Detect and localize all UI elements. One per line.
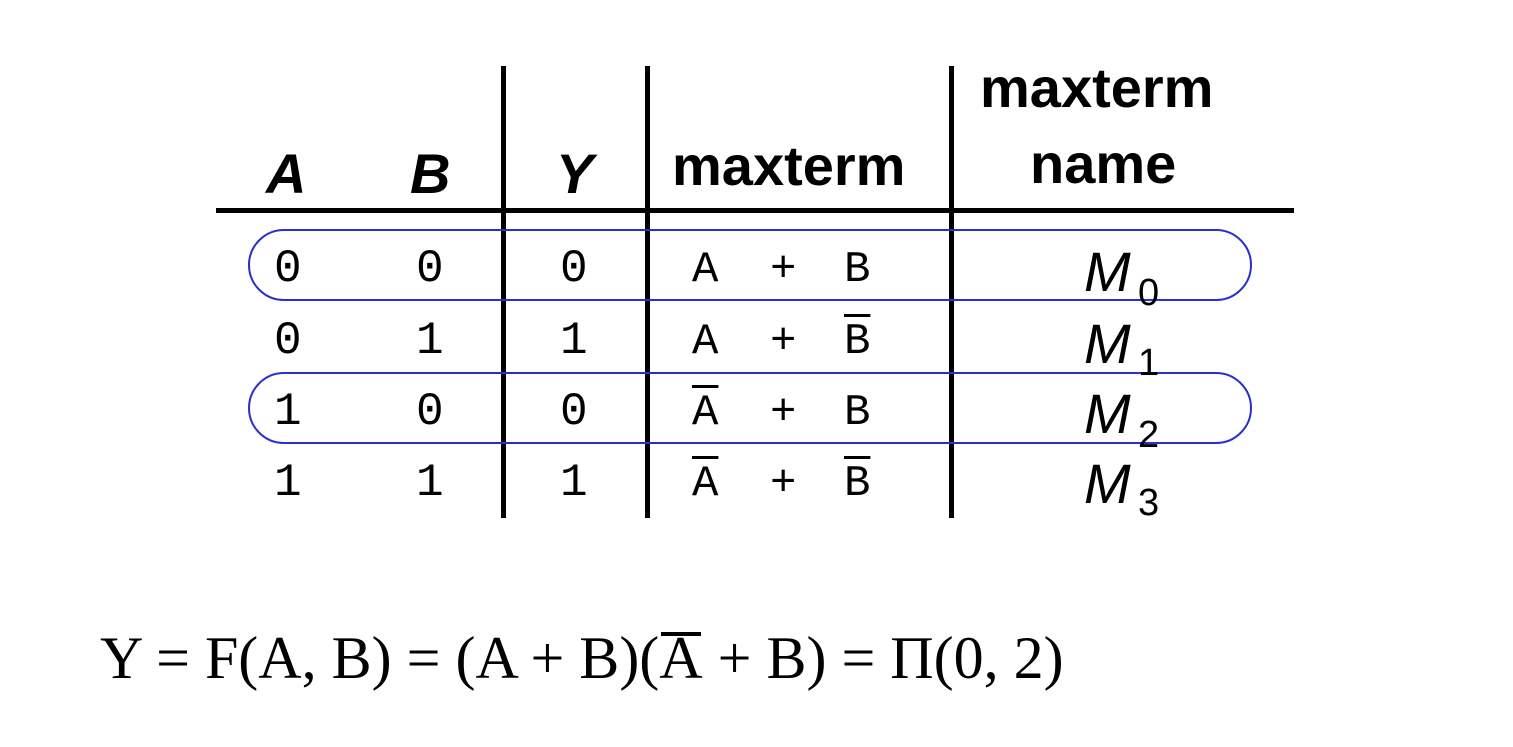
maxterm-right: B xyxy=(844,388,871,438)
header-maxterm-name-line2: name xyxy=(1030,132,1177,195)
maxterm-op: + xyxy=(770,317,797,367)
header-a: A xyxy=(266,142,307,205)
maxterm-name: M xyxy=(1084,382,1131,445)
maxterm-right-negated: B xyxy=(844,317,871,367)
maxterm-op: + xyxy=(770,388,797,438)
cell-a: 0 xyxy=(274,243,302,295)
maxterm-left: A xyxy=(692,245,719,295)
cell-y: 1 xyxy=(560,457,588,509)
cell-b: 0 xyxy=(416,243,444,295)
equation-a-negated: A xyxy=(659,625,703,691)
cell-a: 1 xyxy=(274,457,302,509)
maxterm-name: M xyxy=(1084,312,1131,375)
cell-b: 0 xyxy=(416,386,444,438)
equation-negation-bar xyxy=(661,632,701,636)
maxterm-left: A xyxy=(692,317,719,367)
maxterm-left-negated: A xyxy=(692,459,719,509)
divider-maxterm-name xyxy=(949,66,954,518)
highlight-row-0 xyxy=(248,229,1252,301)
header-b: B xyxy=(410,142,451,205)
product-of-sums-equation: Y = F(A, B) = (A + B)(A + B) = Π(0, 2) xyxy=(100,628,1064,688)
maxterm-name: M xyxy=(1084,452,1131,515)
maxterm-subscript: 2 xyxy=(1138,414,1160,456)
maxterm-subscript: 3 xyxy=(1138,482,1160,524)
equation-part-1: Y = F(A, B) = (A + B)( xyxy=(100,625,660,691)
maxterm-left-negated: A xyxy=(692,388,719,438)
header-maxterm-name-line1: maxterm xyxy=(980,56,1214,119)
maxterm-right-negated: B xyxy=(844,459,871,509)
cell-b: 1 xyxy=(416,457,444,509)
equation-part-2: + B) = Π(0, 2) xyxy=(702,625,1064,691)
maxterm-subscript: 1 xyxy=(1138,342,1160,384)
cell-y: 0 xyxy=(560,386,588,438)
cell-a: 0 xyxy=(274,315,302,367)
divider-output-maxterm xyxy=(645,66,650,518)
cell-a: 1 xyxy=(274,386,302,438)
header-rule xyxy=(216,208,1294,213)
maxterm-subscript: 0 xyxy=(1138,272,1160,314)
header-maxterm: maxterm xyxy=(672,134,906,197)
header-y: Y xyxy=(556,142,594,205)
cell-y: 1 xyxy=(560,315,588,367)
maxterm-right: B xyxy=(844,245,871,295)
maxterm-name: M xyxy=(1084,240,1131,303)
divider-inputs-output xyxy=(501,66,506,518)
cell-y: 0 xyxy=(560,243,588,295)
maxterm-op: + xyxy=(770,459,797,509)
highlight-row-2 xyxy=(248,372,1252,444)
maxterm-op: + xyxy=(770,245,797,295)
cell-b: 1 xyxy=(416,315,444,367)
